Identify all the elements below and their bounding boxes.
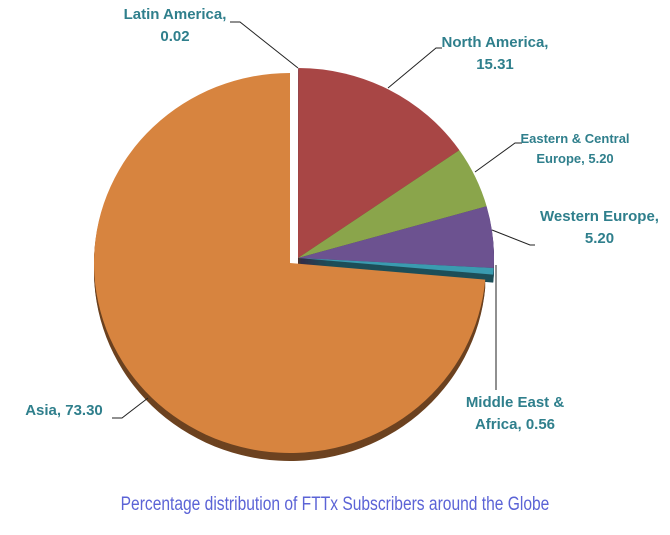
slice-middle-east-africa (298, 258, 494, 275)
leader-eastern (474, 142, 522, 173)
label-asia-text: Asia, 73.30 (25, 402, 103, 419)
slice-side-4 (298, 260, 494, 277)
label-middle-east-africa: Middle East & Africa, 0.56 (455, 392, 575, 436)
leader-western (491, 229, 535, 246)
label-latin-value: 0.02 (160, 28, 190, 45)
slice-side-4 (298, 263, 494, 280)
label-mea-value: Africa, 0.56 (474, 416, 556, 433)
label-latin-name: Latin America, (123, 6, 227, 23)
slice-western-europe (298, 206, 494, 268)
leader-asia (112, 397, 149, 419)
label-eastern-name: Eastern & Central (520, 131, 630, 146)
slice-side-4 (298, 261, 494, 278)
label-north-america: North America, 15.31 (430, 32, 560, 76)
chart-title: Percentage distribution of FTTx Subscrib… (120, 494, 550, 515)
leader-lines (112, 21, 535, 419)
slice-side-4 (298, 262, 494, 279)
label-western-value: 5.20 (584, 230, 615, 247)
slice-asia (94, 73, 486, 453)
label-western-name: Western Europe, (540, 208, 659, 225)
label-mea-name: Middle East & (465, 394, 565, 411)
label-north-value: 15.31 (476, 56, 514, 73)
leader-latin (230, 21, 299, 69)
label-eastern-value: Europe, 5.20 (536, 151, 614, 166)
label-eastern-europe: Eastern & Central Europe, 5.20 (515, 129, 635, 169)
slice-eastern-central-europe (298, 150, 487, 258)
label-latin-america: Latin America, 0.02 (120, 4, 230, 48)
slice-north-america (298, 68, 460, 258)
slice-side-4 (298, 259, 494, 276)
label-western-europe: Western Europe, 5.20 (532, 206, 667, 250)
label-north-name: North America, (441, 34, 549, 51)
leader-north (387, 47, 442, 89)
label-asia: Asia, 73.30 (14, 400, 114, 422)
